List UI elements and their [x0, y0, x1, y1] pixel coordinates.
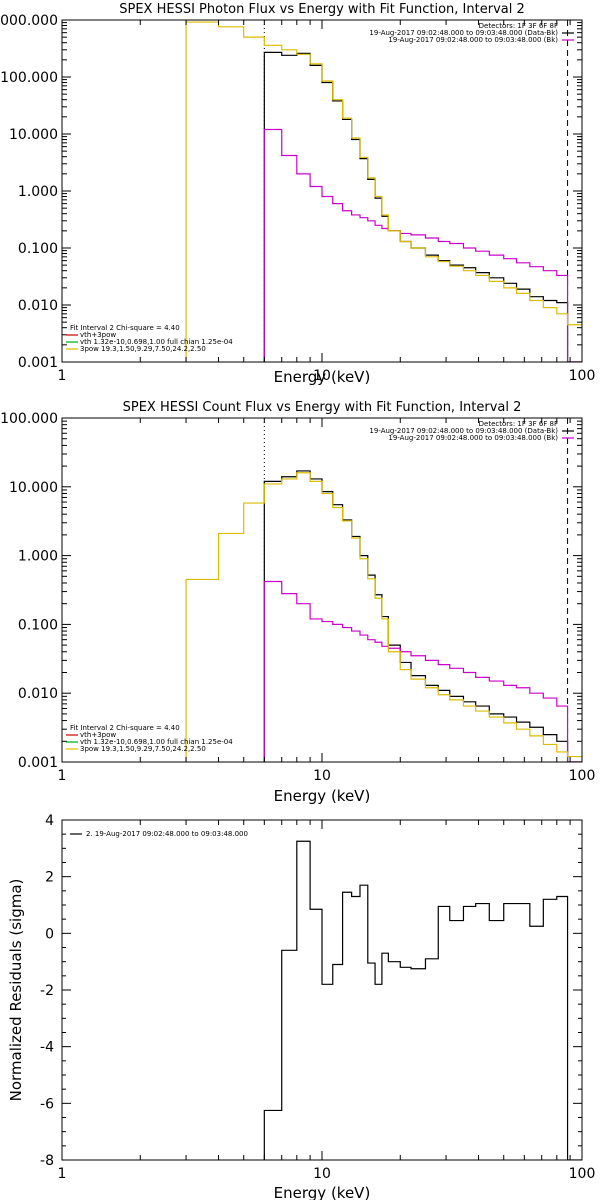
- y-tick-label: -8: [40, 1153, 54, 1169]
- legend-bottom-entry: vth+3pow: [80, 731, 116, 739]
- y-tick-label: 1.000: [18, 549, 58, 565]
- x-axis-label: Energy (keV): [274, 787, 371, 805]
- plot-data-area: [263, 840, 582, 1160]
- y-tick-label: 1.000: [18, 184, 58, 200]
- legend-bottom-entry: 3pow 19.3,1.50,9.29,7.50,24.2,2.50: [80, 345, 206, 353]
- chart-panel-3: 1 10 100 -8 -6 -4 -2 0 2 4 Energy (keV) Normalized …: [7, 813, 595, 1200]
- legend-top-entry: 19-Aug-2017 09:02:48.000 to 09:03:48.000…: [388, 434, 558, 442]
- y-tick-label: 100.000: [0, 70, 58, 86]
- legend-bottom-entry: Fit Interval 2 Chi-square = 4.40: [70, 324, 180, 332]
- y-tick-label: 2: [45, 870, 54, 886]
- chart-panel-2: 1 10 100 0.001 0.010 0.100 1.000 10.000 100.000 S…: [0, 400, 595, 805]
- x-tick-label: 100: [569, 368, 596, 384]
- x-tick-label: 100: [569, 1166, 596, 1182]
- chart-panel-1: 1 10 100 0.001 0.010 0.100 1.000 10.000 100.000 1…: [0, 2, 595, 386]
- legend-top-entry: 19-Aug-2017 09:02:48.000 to 09:03:48.000…: [369, 29, 558, 37]
- x-tick-label: 100: [569, 768, 596, 784]
- legend-bottom-entry: vth 1.32e-10,0.698,1.00 full chian 1.25e…: [80, 738, 233, 746]
- x-tick-label: 10: [313, 1166, 331, 1182]
- legend-bottom-entry: vth+3pow: [80, 331, 116, 339]
- legend-bottom-entry: 3pow 19.3,1.50,9.29,7.50,24.2,2.50: [80, 745, 206, 753]
- y-tick-label: -2: [40, 983, 54, 999]
- legend-bottom-entry: vth 1.32e-10,0.698,1.00 full chian 1.25e…: [80, 338, 233, 346]
- y-tick-label: 0.010: [18, 298, 58, 314]
- legend-top-entry: 19-Aug-2017 09:02:48.000 to 09:03:48.000…: [369, 427, 558, 435]
- y-tick-label: 0.100: [18, 617, 58, 633]
- plot-frame: [61, 417, 583, 763]
- series-2-19-aug-2017-09-02-48-000-to-09-03-48-000-line: [263, 840, 582, 1160]
- series-data-bk-line: [263, 51, 582, 362]
- chart-title: SPEX HESSI Count Flux vs Energy with Fit…: [123, 400, 522, 415]
- series-vth-3pow-line: [185, 472, 582, 762]
- y-tick-label: 10.000: [9, 480, 58, 496]
- y-tick-label: 0: [45, 926, 54, 942]
- x-tick-label: 1: [58, 1166, 67, 1182]
- series-vth-3pow-line: [185, 21, 582, 362]
- legend-entry: 2. 19-Aug-2017 09:02:48.000 to 09:03:48.…: [86, 830, 248, 838]
- x-axis-label: Energy (keV): [274, 1184, 371, 1200]
- plot-frame: [61, 819, 583, 1161]
- y-tick-label: 4: [45, 813, 54, 829]
- detector-header: Detectors: 1F 3F 6F 8F: [479, 22, 558, 30]
- legend-bottom-entry: Fit Interval 2 Chi-square = 4.40: [70, 724, 180, 732]
- chart-title: SPEX HESSI Photon Flux vs Energy with Fi…: [119, 2, 525, 17]
- plot-data-area: [185, 418, 582, 762]
- y-tick-label: 10.000: [9, 127, 58, 143]
- y-tick-label: 0.001: [18, 755, 58, 771]
- x-tick-label: 10: [313, 368, 331, 384]
- plot-data-area: [185, 20, 582, 362]
- legend-top-entry: 19-Aug-2017 09:02:48.000 to 09:03:48.000…: [388, 36, 558, 44]
- x-axis-label: Energy (keV): [274, 368, 371, 386]
- series-bk-line: [263, 128, 582, 362]
- series-data-bk-line: [263, 470, 582, 762]
- y-axis-label: Normalized Residuals (sigma): [7, 879, 25, 1102]
- x-tick-label: 10: [313, 768, 331, 784]
- y-tick-label: 0.100: [18, 241, 58, 257]
- y-tick-label: 0.010: [18, 686, 58, 702]
- series-bk-line: [263, 580, 582, 762]
- y-tick-label: 100.000: [0, 411, 58, 427]
- y-tick-label: 0.001: [18, 355, 58, 371]
- y-tick-label: -6: [40, 1096, 54, 1112]
- x-tick-label: 1: [58, 368, 67, 384]
- y-tick-label: -4: [40, 1040, 54, 1056]
- detector-header: Detectors: 1F 3F 6F 8F: [479, 420, 558, 428]
- x-tick-label: 1: [58, 768, 67, 784]
